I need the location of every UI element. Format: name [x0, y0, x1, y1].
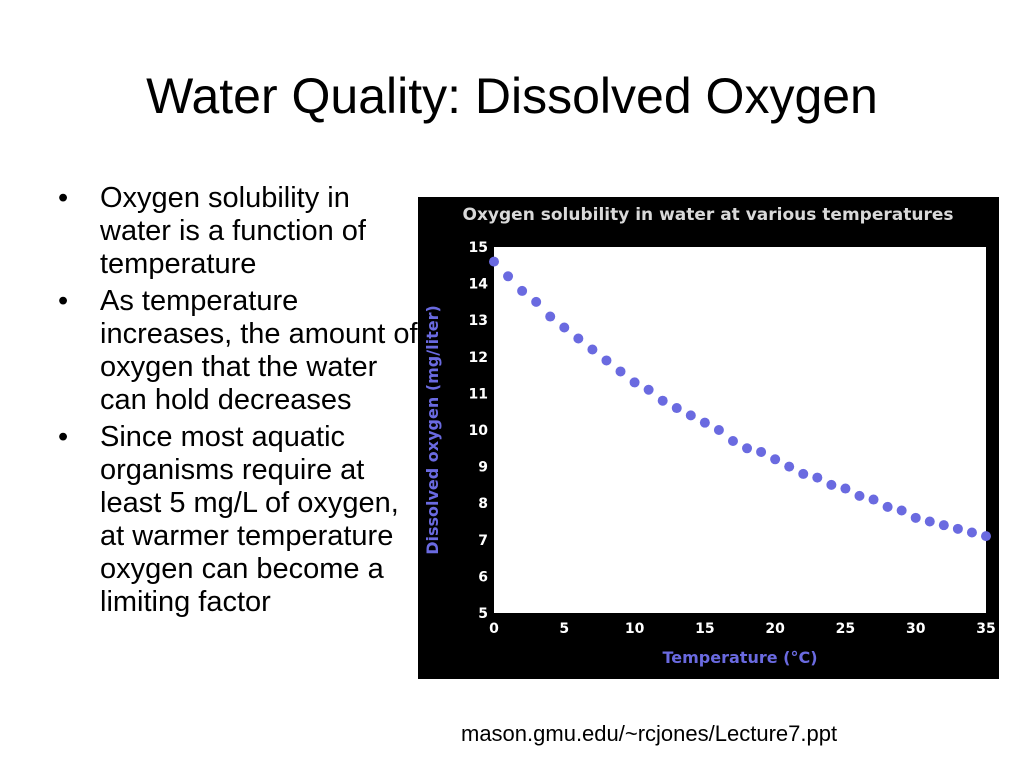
plot-area: [494, 247, 986, 613]
bullet-text: Since most aquatic organisms require at …: [100, 421, 399, 618]
data-point: [685, 410, 696, 421]
data-point: [896, 505, 907, 516]
y-axis-label: Dissolved oxygen (mg/liter): [423, 305, 442, 555]
data-point: [489, 256, 499, 267]
data-point: [615, 366, 626, 377]
y-tick-label: 10: [469, 423, 489, 439]
data-point: [727, 435, 738, 446]
y-tick-label: 7: [478, 533, 488, 549]
data-point: [952, 523, 963, 534]
data-point: [531, 296, 542, 307]
data-point: [559, 322, 570, 333]
data-point: [966, 527, 977, 538]
x-tick-label: 10: [625, 621, 645, 637]
data-point: [601, 355, 612, 366]
chart-title: Oxygen solubility in water at various te…: [463, 205, 954, 225]
x-tick-labels: 0 5 10 15 20 25 30 35: [489, 621, 996, 637]
x-tick-label: 30: [906, 621, 926, 637]
data-point: [699, 417, 710, 428]
data-point: [756, 446, 767, 457]
data-point: [798, 468, 809, 479]
x-tick-label: 20: [765, 621, 785, 637]
bullet-item: • As temperature increases, the amount o…: [58, 285, 418, 417]
oxygen-solubility-chart: Oxygen solubility in water at various te…: [418, 197, 999, 679]
data-series: [489, 256, 991, 542]
bullet-dot-icon: •: [58, 182, 69, 214]
data-point: [742, 443, 753, 454]
source-citation: mason.gmu.edu/~rcjones/Lecture7.ppt: [461, 721, 838, 746]
data-point: [587, 344, 598, 355]
data-point: [924, 516, 935, 527]
data-point: [812, 472, 823, 483]
data-point: [854, 490, 865, 501]
data-point: [671, 403, 682, 414]
x-tick-label: 15: [695, 621, 714, 637]
data-point: [517, 285, 528, 296]
y-tick-label: 13: [469, 313, 488, 329]
x-tick-label: 35: [976, 621, 995, 637]
bullet-dot-icon: •: [58, 285, 69, 317]
x-tick-label: 5: [559, 621, 569, 637]
bullet-dot-icon: •: [58, 421, 69, 453]
slide-title: Water Quality: Dissolved Oxygen: [146, 68, 878, 124]
data-point: [868, 494, 879, 505]
data-point: [713, 425, 724, 435]
bullet-item: • Since most aquatic organisms require a…: [58, 421, 418, 619]
bullet-list: • Oxygen solubility in water is a functi…: [58, 182, 418, 623]
data-point: [545, 311, 556, 322]
y-tick-label: 9: [478, 460, 488, 476]
data-point: [882, 501, 893, 512]
y-tick-label: 15: [469, 240, 488, 256]
y-tick-label: 8: [478, 496, 488, 512]
chart-panel: Oxygen solubility in water at various te…: [418, 197, 999, 679]
data-point: [981, 531, 991, 542]
data-point: [643, 384, 654, 395]
data-point: [784, 461, 795, 472]
y-tick-labels: 5 6 7 8 9 10 11 12 13 14 15: [469, 240, 489, 622]
bullet-text: As temperature increases, the amount of …: [100, 285, 418, 416]
data-point: [910, 512, 921, 523]
y-tick-label: 11: [469, 386, 488, 402]
x-axis-label: Temperature (°C): [662, 648, 817, 667]
data-point: [573, 333, 584, 344]
bullet-item: • Oxygen solubility in water is a functi…: [58, 182, 418, 281]
y-tick-label: 12: [469, 350, 488, 366]
data-point: [657, 395, 668, 406]
y-tick-label: 14: [469, 277, 489, 293]
data-point: [503, 271, 514, 282]
y-tick-label: 6: [478, 569, 488, 585]
x-tick-label: 25: [836, 621, 855, 637]
data-point: [826, 479, 837, 490]
data-point: [938, 520, 949, 531]
data-point: [629, 377, 640, 388]
data-point: [840, 483, 851, 494]
bullet-text: Oxygen solubility in water is a function…: [100, 182, 366, 280]
x-tick-label: 0: [489, 621, 499, 637]
data-point: [770, 454, 781, 465]
y-tick-label: 5: [478, 606, 488, 622]
